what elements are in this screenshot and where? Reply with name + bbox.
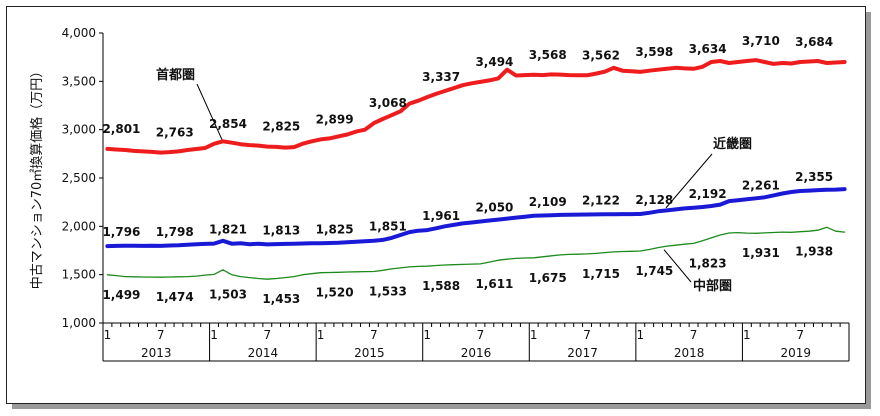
data-label: 2,122 [582, 194, 620, 208]
y-tick-label: 4,000 [62, 26, 96, 40]
series-line-近畿圏 [105, 187, 847, 249]
month-label: 1 [636, 328, 644, 342]
month-label: 7 [583, 328, 591, 342]
year-label: 2013 [141, 346, 172, 360]
x-axis-ticks: 1 7 1 7 1 7 1 7 1 7 1 7 1 7 2013 2014 2015 2016 2017 2018 20… [102, 323, 850, 361]
series-name-leader [663, 249, 692, 283]
year-label: 2017 [567, 346, 598, 360]
data-label: 1,675 [529, 271, 567, 285]
data-labels: 2,801 2,763 2,854 2,825 2,899 3,068 3,337 3,494… [102, 34, 833, 306]
year-label: 2018 [674, 346, 705, 360]
data-label: 3,337 [422, 70, 460, 84]
data-label: 1,611 [475, 277, 513, 291]
data-label: 3,710 [742, 34, 780, 48]
data-label: 1,503 [209, 287, 247, 301]
data-label: 1,474 [156, 290, 194, 304]
series-name-label: 中部圏 [693, 278, 732, 294]
month-label: 7 [477, 328, 485, 342]
data-label: 2,899 [316, 112, 354, 126]
year-label: 2015 [354, 346, 385, 360]
data-label: 1,588 [422, 279, 460, 293]
month-label: 7 [796, 328, 804, 342]
data-label: 2,801 [102, 122, 140, 136]
data-label: 2,763 [156, 126, 194, 140]
month-label: 1 [743, 328, 751, 342]
data-label: 3,562 [582, 48, 620, 62]
month-label: 7 [157, 328, 165, 342]
data-label: 3,494 [475, 55, 513, 69]
month-label: 7 [690, 328, 698, 342]
data-label: 1,825 [316, 222, 354, 236]
y-axis-label: 中古マンション70㎡換算価格（万円） [29, 65, 45, 290]
data-label: 2,854 [209, 117, 247, 131]
data-label: 1,821 [209, 223, 247, 237]
month-label: 1 [530, 328, 538, 342]
data-label: 3,568 [529, 48, 567, 62]
data-label: 1,823 [689, 256, 727, 270]
data-label: 1,938 [795, 245, 833, 259]
data-label: 2,128 [635, 193, 673, 207]
month-label: 1 [317, 328, 325, 342]
series-line-中部圏 [106, 226, 846, 280]
data-label: 1,796 [102, 225, 140, 239]
y-tick-label: 3,000 [62, 123, 96, 137]
y-axis-label-text: 中古マンション70㎡換算価格（万円） [29, 65, 45, 290]
data-label: 1,745 [635, 264, 673, 278]
data-label: 1,851 [369, 220, 407, 234]
data-label: 3,634 [689, 42, 727, 56]
data-label: 1,961 [422, 209, 460, 223]
data-label: 1,813 [262, 223, 300, 237]
year-label: 2019 [780, 346, 811, 360]
month-label: 7 [263, 328, 271, 342]
data-label: 3,068 [369, 96, 407, 110]
month-label: 1 [210, 328, 218, 342]
y-tick-label: 2,000 [62, 219, 96, 233]
series-name-leader [196, 83, 223, 140]
series-lines [105, 58, 847, 280]
series-name-label: 首都圏 [156, 67, 195, 83]
data-label: 2,825 [262, 120, 300, 134]
year-label: 2014 [248, 346, 279, 360]
month-label: 1 [104, 328, 112, 342]
data-label: 1,520 [316, 286, 354, 300]
data-label: 1,499 [102, 288, 140, 302]
y-tick-label: 1,500 [62, 268, 96, 282]
data-label: 1,715 [582, 267, 620, 281]
y-axis-ticks: 1,000 1,500 2,000 2,500 3,000 3,500 4,000 [62, 26, 103, 330]
month-label: 1 [423, 328, 431, 342]
data-label: 2,109 [529, 195, 567, 209]
data-label: 3,684 [795, 35, 833, 49]
data-label: 2,355 [795, 170, 833, 184]
data-label: 1,533 [369, 284, 407, 298]
series-name-leader [665, 153, 713, 209]
data-label: 1,798 [156, 225, 194, 239]
data-label: 1,453 [262, 292, 300, 306]
series-name-label: 近畿圏 [713, 136, 752, 152]
series-line-首都圏 [105, 58, 847, 155]
data-label: 1,931 [742, 246, 780, 260]
frame-shadow-bottom [12, 403, 871, 409]
data-label: 2,261 [742, 178, 780, 192]
data-label: 2,050 [475, 201, 513, 215]
data-label: 2,192 [689, 187, 727, 201]
y-tick-label: 3,500 [62, 74, 96, 88]
year-label: 2016 [461, 346, 492, 360]
frame-shadow-right [865, 12, 871, 408]
y-tick-label: 1,000 [62, 316, 96, 330]
data-label: 3,598 [635, 45, 673, 59]
y-tick-label: 2,500 [62, 171, 96, 185]
month-label: 7 [370, 328, 378, 342]
